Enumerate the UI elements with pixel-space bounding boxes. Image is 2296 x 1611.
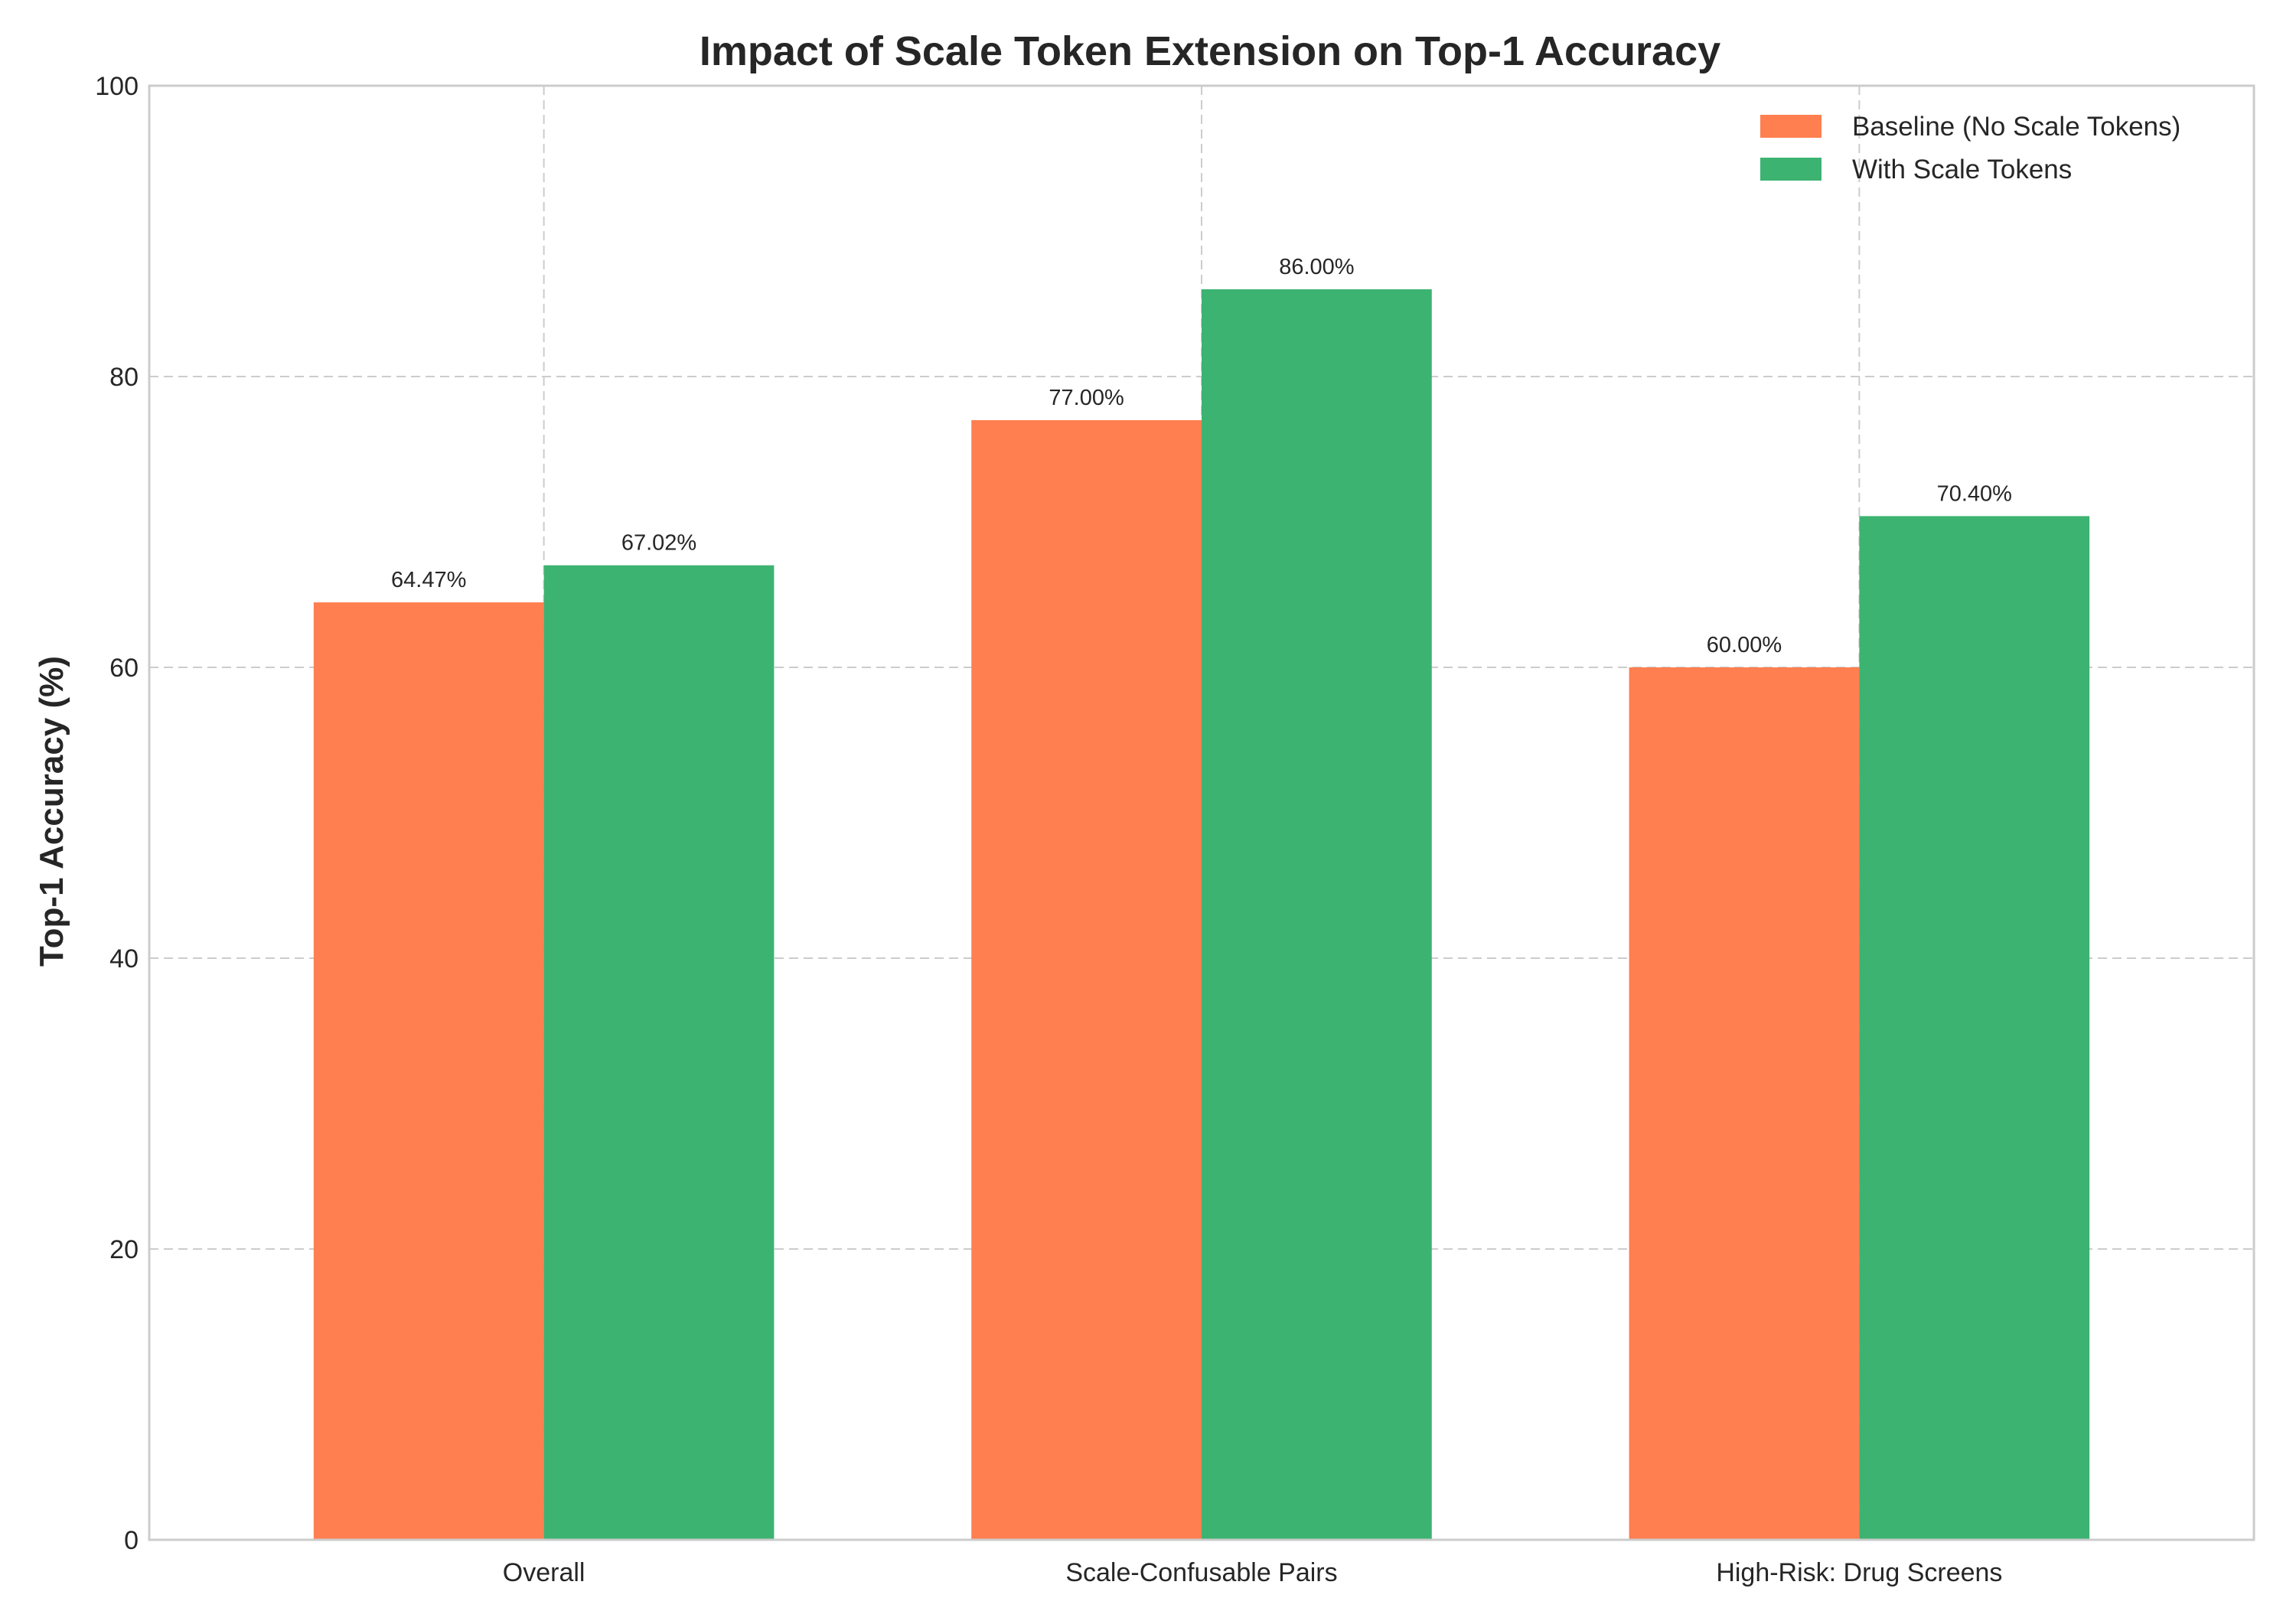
plot-frame [148,84,2255,1541]
bar-value-label: 67.02% [621,531,696,556]
y-tick-label: 80 [109,363,139,392]
y-tick-label: 100 [95,72,139,101]
bar-value-label: 77.00% [1049,386,1124,410]
legend: Baseline (No Scale Tokens) With Scale Tok… [1760,112,2180,184]
scale-tokens-bar [1859,516,2090,1540]
y-axis-label: Top-1 Accuracy (%) [33,656,70,967]
legend-swatch [1760,115,1821,138]
baseline-bar [971,420,1202,1540]
x-tick-label: High-Risk: Drug Screens [1716,1558,2002,1587]
y-tick-label: 60 [109,654,139,683]
scale-tokens-bar [1202,289,1432,1540]
baseline-bar [1629,667,1860,1540]
x-tick-label: Overall [503,1558,585,1587]
data-labels: 64.47% 77.00% 60.00% 67.02% 86.00% 70.40% [391,255,2012,657]
bar-value-label: 70.40% [1937,481,2012,506]
baseline-bar [313,602,544,1540]
bar-value-label: 60.00% [1707,633,1782,657]
y-tick-label: 0 [124,1526,139,1555]
bar-value-label: 86.00% [1279,255,1354,279]
scale-tokens-bar [543,565,775,1540]
tick-labels: 0 20 40 60 80 100 Overall Scale-Confusable Pair… [95,72,2002,1587]
legend-swatch [1760,158,1821,181]
bar-value-label: 64.47% [391,568,466,592]
x-tick-label: Scale-Confusable Pairs [1065,1558,1337,1587]
y-tick-label: 20 [109,1235,139,1264]
chart-title: Impact of Scale Token Extension on Top-1… [700,28,1720,74]
legend-label: With Scale Tokens [1852,155,2072,184]
y-tick-label: 40 [109,944,139,973]
bars [313,289,2090,1540]
legend-label: Baseline (No Scale Tokens) [1852,112,2180,142]
